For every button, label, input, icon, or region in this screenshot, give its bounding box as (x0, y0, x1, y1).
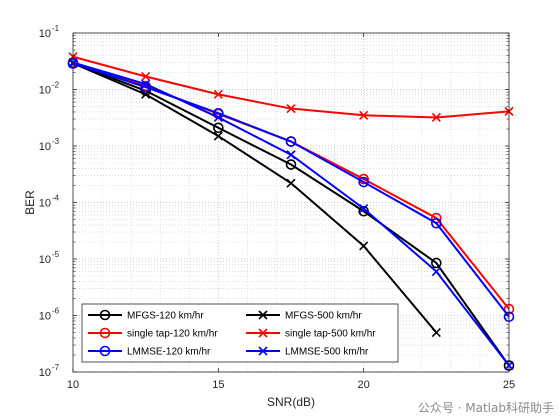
y-tick-exponent: -1 (52, 24, 60, 33)
data-point (285, 136, 297, 147)
y-tick-exponent: -3 (52, 137, 60, 146)
legend-marker (258, 328, 268, 338)
x-axis-label: SNR(dB) (267, 395, 315, 409)
y-tick-label: 10 (39, 311, 51, 323)
data-point (286, 178, 296, 188)
y-tick-exponent: -7 (52, 363, 60, 372)
legend-label: single tap-500 km/hr (285, 329, 376, 340)
y-tick-exponent: -5 (52, 250, 60, 259)
y-tick-exponent: -2 (52, 81, 60, 90)
data-point (431, 112, 441, 123)
data-point (286, 150, 296, 160)
y-tick-label: 10 (39, 254, 51, 266)
legend-entry: single tap-120 km/hr (88, 327, 218, 340)
y-axis-label: BER (23, 190, 37, 215)
data-point (431, 257, 442, 269)
y-tick-label: 10 (39, 141, 51, 153)
legend-entry: single tap-500 km/hr (246, 328, 376, 340)
series-3 (68, 52, 514, 123)
legend-marker (99, 345, 111, 357)
y-tick-exponent: -6 (52, 307, 60, 316)
series-line (72, 62, 510, 318)
legend-marker (258, 346, 268, 356)
data-point (431, 327, 441, 338)
series-1 (68, 58, 441, 338)
data-point (213, 112, 223, 123)
y-tick-label: 10 (39, 198, 51, 210)
data-point (359, 110, 369, 120)
legend-label: LMMSE-500 km/hr (285, 347, 369, 358)
x-tick-label: 20 (358, 379, 370, 391)
data-point (141, 71, 151, 82)
legend-label: MFGS-500 km/hr (285, 311, 362, 322)
legend-entry: MFGS-120 km/hr (88, 309, 204, 322)
y-tick-label: 10 (39, 28, 51, 40)
legend-entry: LMMSE-500 km/hr (246, 346, 369, 358)
data-point (285, 159, 297, 170)
data-point (213, 131, 223, 141)
legend-marker (99, 309, 111, 321)
legend-entry: MFGS-500 km/hr (246, 310, 362, 322)
data-point (431, 217, 442, 229)
data-point (431, 266, 441, 277)
data-point (358, 176, 369, 188)
legend-label: LMMSE-120 km/hr (127, 347, 211, 358)
x-tick-label: 15 (212, 379, 224, 391)
legend-box (81, 303, 399, 363)
x-tick-label: 25 (503, 379, 515, 391)
x-tick-label: 10 (67, 379, 79, 391)
data-point (213, 89, 223, 99)
legend-label: MFGS-120 km/hr (127, 311, 204, 322)
y-tick-label: 10 (39, 85, 51, 97)
legend-marker (99, 327, 111, 339)
y-tick-label: 10 (39, 367, 51, 379)
data-point (359, 204, 369, 214)
data-point (359, 241, 369, 251)
legend: MFGS-120 km/hr MFGS-500 km/hr single tap-1… (81, 303, 399, 363)
legend-entry: LMMSE-120 km/hr (88, 345, 211, 358)
data-point (141, 79, 151, 89)
watermark-text: 公众号 · Matlab科研助手 (417, 401, 554, 415)
legend-label: single tap-120 km/hr (127, 329, 218, 340)
legend-marker (258, 310, 268, 320)
y-tick-exponent: -4 (52, 194, 60, 203)
data-point (213, 122, 224, 134)
series-line (72, 62, 438, 334)
data-point (286, 103, 296, 114)
